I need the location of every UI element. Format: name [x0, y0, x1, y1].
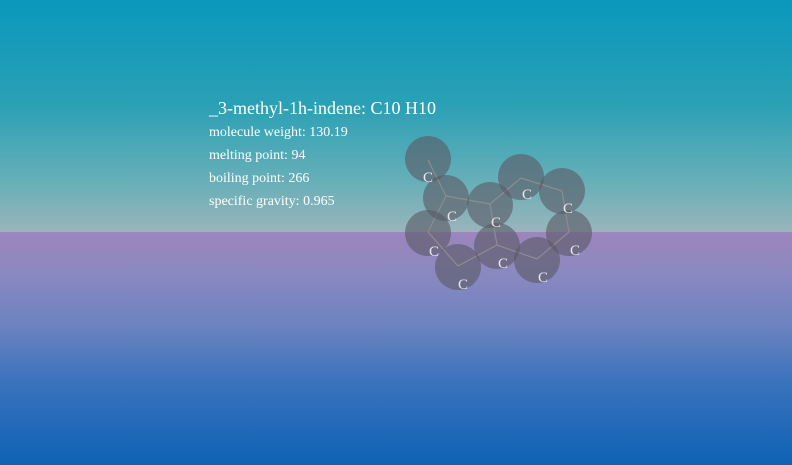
- carbon-atom[interactable]: [405, 136, 451, 182]
- atom-label: C: [491, 215, 501, 231]
- atom-label: C: [498, 256, 508, 272]
- atoms: [405, 136, 592, 290]
- atom-label: C: [522, 187, 532, 203]
- carbon-atom[interactable]: [546, 210, 592, 256]
- atom-label: C: [570, 243, 580, 259]
- carbon-atom[interactable]: [467, 182, 513, 228]
- carbon-atom[interactable]: [405, 210, 451, 256]
- carbon-atom[interactable]: [435, 244, 481, 290]
- atom-label: C: [429, 244, 439, 260]
- atom-label: C: [423, 170, 433, 186]
- boiling-point: boiling point: 266: [209, 171, 310, 186]
- carbon-atom[interactable]: [474, 223, 520, 269]
- molecule-title: _3-methyl-1h-indene: C10 H10: [209, 98, 436, 118]
- atom-label: C: [563, 201, 573, 217]
- floor-background: [0, 232, 792, 465]
- sky-background: [0, 0, 792, 232]
- atom-label: C: [458, 277, 468, 293]
- atom-label: C: [447, 209, 457, 225]
- specific-gravity: specific gravity: 0.965: [209, 194, 335, 209]
- melting-point: melting point: 94: [209, 148, 306, 163]
- molecule-info-panel: _3-methyl-1h-indene: C10 H10 molecule we…: [209, 98, 436, 213]
- carbon-atom[interactable]: [423, 175, 469, 221]
- atom-label: C: [538, 270, 548, 286]
- carbon-atom[interactable]: [498, 154, 544, 200]
- carbon-atom[interactable]: [539, 168, 585, 214]
- molecule-weight: molecule weight: 130.19: [209, 125, 348, 140]
- atom-labels: C C C C C C C C C C: [423, 170, 580, 293]
- carbon-atom[interactable]: [514, 237, 560, 283]
